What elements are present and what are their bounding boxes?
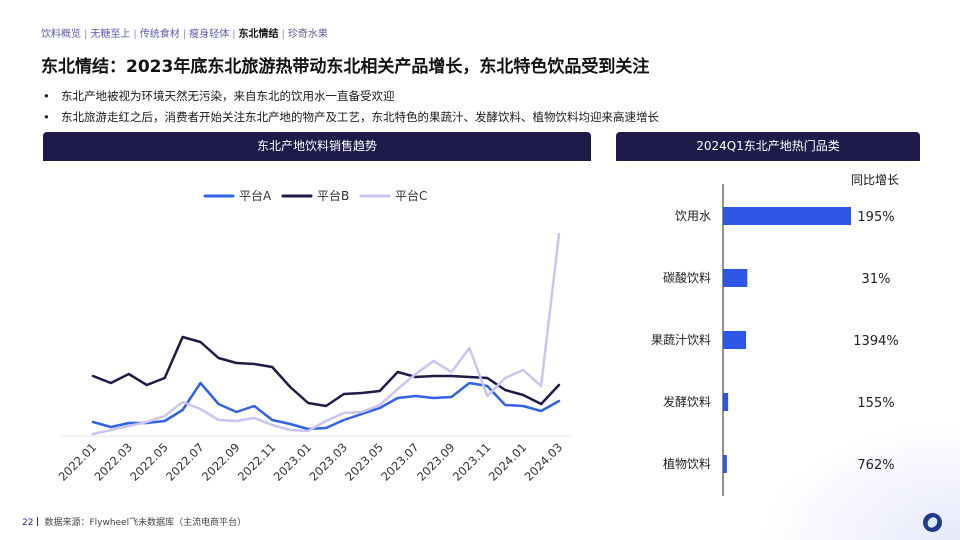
page-number: 22: [22, 518, 34, 528]
growth-column-header: 同比增长: [851, 173, 899, 187]
growth-label: 195%: [857, 210, 894, 225]
growth-label: 155%: [857, 396, 894, 411]
x-tick-label: 2023.03: [307, 440, 351, 484]
page-title: 东北情结：2023年底东北旅游热带动东北相关产品增长，东北特色饮品受到关注: [41, 57, 650, 77]
breadcrumb-separator: |: [281, 29, 285, 40]
bullet-dot: •: [43, 110, 50, 124]
breadcrumb-item[interactable]: 无糖至上: [90, 29, 131, 40]
x-tick-label: 2022.05: [127, 440, 171, 484]
x-tick-label: 2023.09: [414, 440, 458, 484]
breadcrumb-item[interactable]: 珍奇水果: [287, 29, 328, 40]
bullet-text: 东北产地被视为环境天然无污染，来自东北的饮用水一直备受欢迎: [61, 89, 395, 103]
category-bar: [723, 393, 729, 411]
category-label: 果蔬汁饮料: [651, 333, 711, 347]
category-label: 饮用水: [675, 209, 711, 223]
growth-label: 1394%: [853, 334, 898, 349]
breadcrumb-separator: |: [84, 29, 88, 40]
category-chart-panel: 2024Q1东北产地热门品类 同比增长饮用水 195% 碳酸饮料 31% 果蔬汁饮料 13…: [616, 132, 920, 496]
x-tick-label: 2023.01: [271, 440, 315, 484]
category-bar: [723, 331, 747, 349]
breadcrumb-separator: |: [182, 29, 187, 40]
series-line-1: [91, 381, 561, 431]
legend-label: 平台B: [317, 188, 349, 203]
bullet-item: • 东北产地被视为环境天然无污染，来自东北的饮用水一直备受欢迎: [41, 86, 921, 107]
category-bar: [723, 455, 727, 473]
brand-logo-icon: [923, 513, 942, 532]
category-bar: [723, 207, 851, 225]
trend-line-chart: 平台A 平台B 平台C2022.012022.032022.052022.07202…: [56, 188, 571, 484]
growth-label: 762%: [857, 458, 894, 473]
growth-label: 31%: [862, 272, 891, 287]
bullet-item: • 东北旅游走红之后，消费者开始关注东北产地的物产及工艺，东北特色的果蔬汁、发酵饮…: [41, 107, 921, 128]
category-label: 发酵饮料: [663, 394, 711, 409]
trend-chart-title: 东北产地饮料销售趋势: [43, 132, 591, 161]
breadcrumb-separator: |: [133, 29, 137, 40]
breadcrumb-item[interactable]: 东北情结: [238, 29, 279, 40]
x-tick-label: 2022.09: [199, 440, 243, 484]
footer: 22 数据来源：Flywheel飞未数据库（主流电商平台）: [22, 515, 246, 528]
x-tick-label: 2022.03: [91, 440, 135, 484]
bullet-list: • 东北产地被视为环境天然无污染，来自东北的饮用水一直备受欢迎 • 东北旅游走红之后，…: [41, 86, 921, 128]
series-line-3: [91, 232, 561, 436]
x-tick-label: 2024.01: [486, 440, 530, 484]
bullet-text: 东北旅游走红之后，消费者开始关注东北产地的物产及工艺，东北特色的果蔬汁、发酵饮料…: [61, 110, 659, 124]
category-label: 碳酸饮料: [663, 270, 711, 285]
legend-label: 平台A: [239, 188, 272, 203]
x-tick-label: 2024.03: [522, 440, 566, 484]
x-tick-label: 2023.07: [378, 440, 422, 484]
x-tick-label: 2023.05: [342, 440, 386, 484]
breadcrumb: 饮料概览 | 无糖至上 | 传统食材 | 瘦身轻体 | 东北情结 | 珍奇水果: [41, 25, 328, 40]
bullet-dot: •: [43, 89, 50, 103]
category-label: 植物饮料: [663, 456, 711, 471]
x-tick-label: 2022.07: [163, 440, 207, 484]
source-note: 数据来源：Flywheel飞未数据库（主流电商平台）: [44, 518, 247, 528]
breadcrumb-item[interactable]: 瘦身轻体: [189, 29, 230, 40]
x-tick-label: 2023.11: [450, 440, 494, 484]
legend-label: 平台C: [395, 188, 427, 203]
breadcrumb-item[interactable]: 传统食材: [139, 29, 180, 40]
footer-divider: [37, 517, 39, 526]
category-bar: [723, 269, 748, 287]
x-tick-label: 2022.11: [235, 440, 279, 484]
x-tick-label: 2022.01: [56, 440, 100, 484]
category-chart-title: 2024Q1东北产地热门品类: [616, 132, 920, 161]
trend-chart-panel: 东北产地饮料销售趋势 平台A 平台B 平台C 2022.01 2022.03 2022.0…: [43, 132, 591, 496]
breadcrumb-separator: |: [232, 29, 236, 40]
breadcrumb-item[interactable]: 饮料概览: [41, 29, 81, 40]
